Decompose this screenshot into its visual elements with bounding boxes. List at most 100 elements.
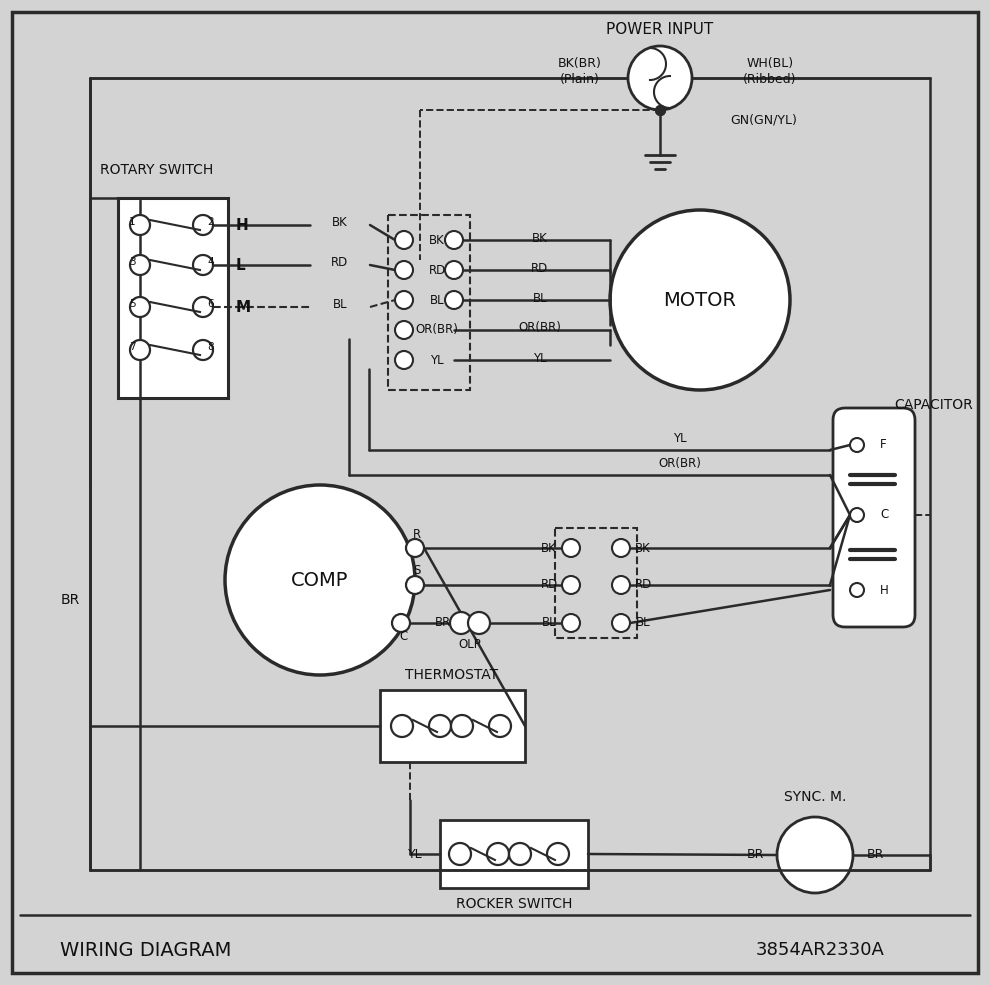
- Text: WIRING DIAGRAM: WIRING DIAGRAM: [60, 941, 232, 959]
- Circle shape: [509, 843, 531, 865]
- Text: BR: BR: [866, 848, 884, 862]
- Text: 8: 8: [208, 342, 214, 352]
- Text: F: F: [880, 438, 887, 451]
- Text: COMP: COMP: [291, 570, 348, 589]
- Text: S: S: [413, 564, 421, 577]
- Circle shape: [395, 261, 413, 279]
- Text: 7: 7: [129, 342, 136, 352]
- Circle shape: [429, 715, 451, 737]
- Bar: [440, 820, 588, 888]
- Text: 3: 3: [129, 257, 136, 267]
- Text: 4: 4: [208, 257, 214, 267]
- Circle shape: [610, 210, 790, 390]
- Text: GN(GN/YL): GN(GN/YL): [730, 113, 797, 126]
- Text: YL: YL: [673, 431, 687, 444]
- Circle shape: [395, 291, 413, 309]
- Text: BL: BL: [636, 617, 650, 629]
- Circle shape: [451, 715, 473, 737]
- Text: BR: BR: [746, 848, 763, 862]
- Circle shape: [193, 340, 213, 360]
- Bar: [388, 215, 470, 390]
- Text: BL: BL: [430, 294, 445, 306]
- Text: SYNC. M.: SYNC. M.: [784, 790, 846, 804]
- Circle shape: [612, 576, 630, 594]
- Circle shape: [406, 539, 424, 557]
- Circle shape: [547, 843, 569, 865]
- Bar: [380, 690, 525, 762]
- Text: 5: 5: [129, 299, 136, 309]
- Text: M: M: [236, 299, 251, 314]
- Text: BK: BK: [636, 542, 650, 555]
- Circle shape: [445, 291, 463, 309]
- Text: RD: RD: [541, 578, 557, 592]
- Circle shape: [489, 715, 511, 737]
- Circle shape: [130, 297, 150, 317]
- Text: C: C: [880, 508, 888, 521]
- Text: BL: BL: [542, 617, 556, 629]
- Text: (Plain): (Plain): [560, 74, 600, 87]
- Text: RD: RD: [532, 261, 548, 275]
- Circle shape: [193, 255, 213, 275]
- Text: BR: BR: [435, 617, 451, 629]
- Text: YL: YL: [431, 354, 444, 366]
- Text: RD: RD: [332, 256, 348, 270]
- Bar: [118, 198, 228, 398]
- Circle shape: [450, 612, 472, 634]
- Circle shape: [193, 215, 213, 235]
- Circle shape: [395, 231, 413, 249]
- Text: H: H: [880, 583, 889, 597]
- Text: THERMOSTAT: THERMOSTAT: [406, 668, 499, 682]
- Circle shape: [130, 255, 150, 275]
- Circle shape: [562, 539, 580, 557]
- Text: OR(BR): OR(BR): [416, 323, 458, 337]
- Text: YL: YL: [534, 352, 546, 364]
- Circle shape: [225, 485, 415, 675]
- FancyBboxPatch shape: [833, 408, 915, 627]
- Circle shape: [562, 576, 580, 594]
- Text: RD: RD: [429, 264, 446, 277]
- Circle shape: [612, 539, 630, 557]
- Circle shape: [612, 614, 630, 632]
- Text: OR(BR): OR(BR): [519, 321, 561, 335]
- Text: BR: BR: [60, 593, 79, 607]
- Circle shape: [468, 612, 490, 634]
- Text: CAPACITOR: CAPACITOR: [895, 398, 973, 412]
- Text: RD: RD: [635, 578, 651, 592]
- Circle shape: [850, 438, 864, 452]
- Circle shape: [445, 231, 463, 249]
- Circle shape: [445, 261, 463, 279]
- Text: POWER INPUT: POWER INPUT: [606, 23, 714, 37]
- Text: 2: 2: [208, 217, 214, 227]
- Text: ROCKER SWITCH: ROCKER SWITCH: [455, 897, 572, 911]
- Circle shape: [392, 614, 410, 632]
- Circle shape: [395, 321, 413, 339]
- Text: OLP: OLP: [458, 638, 481, 651]
- Text: H: H: [236, 218, 248, 232]
- Text: MOTOR: MOTOR: [663, 291, 737, 309]
- Circle shape: [449, 843, 471, 865]
- Circle shape: [850, 508, 864, 522]
- Text: 6: 6: [208, 299, 214, 309]
- Text: YL: YL: [408, 847, 423, 861]
- Text: WH(BL): WH(BL): [746, 57, 794, 71]
- Circle shape: [130, 340, 150, 360]
- Text: C: C: [399, 630, 407, 643]
- Text: OR(BR): OR(BR): [658, 456, 702, 470]
- Circle shape: [406, 576, 424, 594]
- Text: 1: 1: [129, 217, 136, 227]
- Circle shape: [395, 351, 413, 369]
- Circle shape: [193, 297, 213, 317]
- Text: BK: BK: [533, 231, 547, 244]
- Bar: [555, 528, 637, 638]
- Text: BK: BK: [542, 542, 556, 555]
- Text: BK: BK: [429, 233, 445, 246]
- Circle shape: [850, 583, 864, 597]
- Text: L: L: [236, 257, 246, 273]
- Circle shape: [562, 614, 580, 632]
- Text: 3854AR2330A: 3854AR2330A: [755, 941, 884, 959]
- Circle shape: [391, 715, 413, 737]
- Circle shape: [130, 215, 150, 235]
- Circle shape: [487, 843, 509, 865]
- Text: R: R: [413, 528, 421, 541]
- Text: BK(BR): BK(BR): [558, 57, 602, 71]
